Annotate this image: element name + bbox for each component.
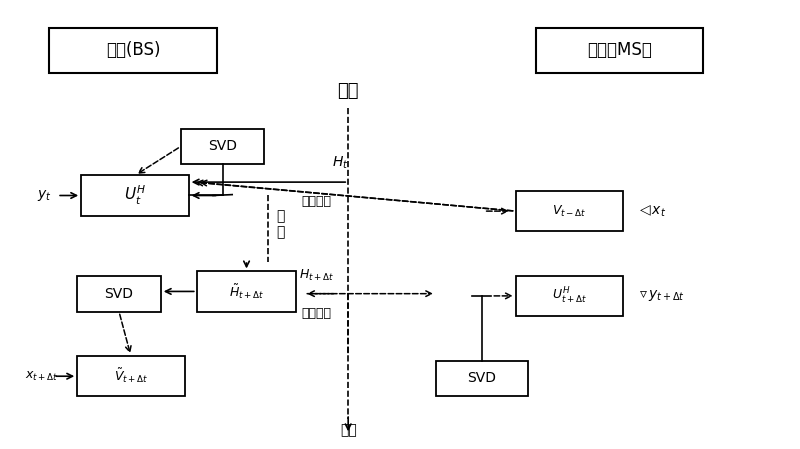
Text: $H_t$: $H_t$: [332, 154, 349, 171]
Text: $y_t$: $y_t$: [38, 188, 52, 203]
Text: 基站(BS): 基站(BS): [106, 41, 160, 59]
Text: $U_{t+\Delta t}^H$: $U_{t+\Delta t}^H$: [552, 286, 587, 306]
Text: SVD: SVD: [467, 371, 496, 385]
Text: 时间: 时间: [340, 423, 357, 437]
Bar: [77, 356, 185, 396]
Text: $\triangleleft\, x_t$: $\triangleleft\, x_t$: [639, 203, 666, 219]
Text: 信道: 信道: [338, 82, 359, 100]
Text: $H_{t+\Delta t}$: $H_{t+\Delta t}$: [298, 268, 334, 282]
Text: $V_{t-\Delta t}$: $V_{t-\Delta t}$: [552, 203, 586, 219]
Bar: [515, 276, 623, 316]
Bar: [81, 176, 189, 216]
Text: $U_t^H$: $U_t^H$: [124, 184, 146, 207]
Text: $\tilde{V}_{t+\Delta t}$: $\tilde{V}_{t+\Delta t}$: [114, 367, 148, 386]
Bar: [181, 128, 265, 164]
Text: $\triangledown\, y_{t+\Delta t}$: $\triangledown\, y_{t+\Delta t}$: [639, 288, 685, 304]
Text: $x_{t+\Delta t}$: $x_{t+\Delta t}$: [26, 370, 59, 383]
Text: SVD: SVD: [208, 139, 237, 154]
Text: $\tilde{H}_{t+\Delta t}$: $\tilde{H}_{t+\Delta t}$: [229, 282, 264, 301]
Text: 下行链路: 下行链路: [302, 307, 331, 320]
Bar: [436, 361, 527, 396]
Text: 预
测: 预 测: [277, 209, 285, 240]
Bar: [515, 191, 623, 231]
Bar: [535, 28, 703, 73]
Bar: [197, 271, 296, 312]
Text: 上行链路: 上行链路: [302, 195, 331, 208]
Text: SVD: SVD: [105, 286, 134, 301]
Bar: [77, 276, 161, 312]
Text: 终端（MS）: 终端（MS）: [586, 41, 652, 59]
Bar: [50, 28, 217, 73]
